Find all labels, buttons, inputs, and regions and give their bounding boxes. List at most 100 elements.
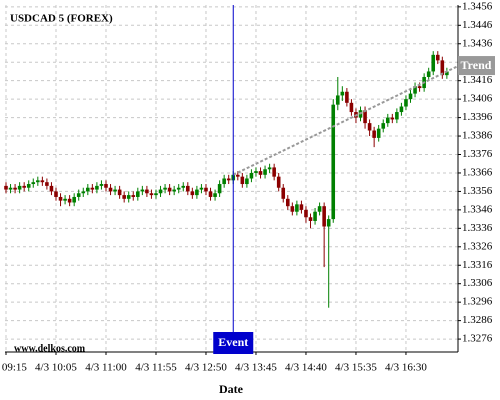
candle-body [13,187,17,190]
candle-body [4,185,8,190]
x-tick-label: 4/3 16:30 [385,362,427,374]
candle-body [317,206,322,212]
candle-body [331,104,336,220]
y-tick-label: 1.3356 [462,185,493,197]
candle-body [163,187,167,190]
candle-body [390,117,395,120]
candle-body [363,110,367,124]
candle-body [36,180,40,183]
candle-body [22,185,26,188]
candle-body [126,195,131,199]
candle-body [8,187,13,190]
y-tick-label: 1.3296 [462,296,493,308]
candle-body [435,54,440,61]
event-label: Event [218,335,248,349]
candle-body [226,178,231,181]
candle-body [81,191,86,194]
plot-area [4,5,459,352]
candle-body [249,172,254,179]
candle-body [345,91,349,103]
x-tick-label: 4/3 15:35 [335,362,377,374]
y-tick-label: 1.3436 [462,37,493,49]
candle-body [131,195,136,197]
x-tick-label: 4/3 10:05 [35,362,77,374]
candle-body [254,171,258,173]
candle-body [340,91,345,96]
candle-body [122,195,126,199]
candle-body [285,198,290,207]
candle-body [445,71,449,76]
trend-line [232,65,459,176]
candle-body [172,189,176,192]
candle-body [67,198,72,203]
y-tick-label: 1.3406 [462,93,493,105]
candle-body [190,191,195,196]
y-tick-label: 1.3396 [462,111,493,123]
candle-body [276,176,281,188]
y-tick-label: 1.3346 [462,203,493,215]
candle-body [31,182,36,185]
chart-title: USDCAD 5 (FOREX) [10,13,113,25]
candle-body [136,191,140,197]
candle-body [58,196,63,201]
candle-body [376,128,381,138]
trend-label: Trend [461,58,492,72]
x-tick-label: 4/3 13:45 [235,362,277,374]
candle-body [272,167,276,177]
x-tick-label: 4/3 12:50 [185,362,227,374]
candle-body [181,185,186,188]
x-tick-label: 4/3 14:40 [285,362,327,374]
y-tick-label: 1.3456 [462,0,493,12]
candle-body [281,187,286,199]
candle-body [426,71,431,77]
y-tick-label: 1.3286 [462,314,493,326]
candle-body [195,189,199,196]
candle-body [440,60,445,76]
candle-body [235,174,240,177]
candle-body [145,189,149,194]
candle-body [258,171,263,175]
candle-body [17,185,22,190]
candle-body [304,209,308,218]
y-tick-label: 1.3326 [462,240,493,252]
candle-body [431,54,436,72]
candle-body [240,176,245,185]
candle-body [72,196,76,203]
candle-body [208,191,213,197]
x-tick-label: 4/3 09:15 [0,362,27,374]
x-axis-title: Date [219,382,244,396]
candle-body [158,189,163,194]
candle-body [381,123,386,129]
candle-body [154,193,158,196]
y-tick-label: 1.3306 [462,277,493,289]
candle-body [217,184,222,194]
candle-body [140,189,145,192]
candle-body [399,106,404,113]
candle-body [385,117,390,124]
y-tick-label: 1.3446 [462,19,493,31]
candle-body [213,193,217,197]
candle-body [367,123,372,131]
candle-body [49,185,54,192]
candle-body [349,102,354,113]
candle-body [113,189,117,192]
x-tick-label: 4/3 11:00 [85,362,127,374]
y-tick-label: 1.3276 [462,333,493,345]
candle-body [26,184,31,188]
y-tick-label: 1.3416 [462,74,493,86]
candle-body [413,86,417,94]
candle-body [86,187,90,192]
y-tick-label: 1.3366 [462,166,493,178]
candle-body [299,204,304,210]
candle-body [295,204,299,212]
watermark: www.delkos.com [14,343,86,354]
candle-body [267,167,272,170]
candle-body [95,185,99,190]
candle-body [326,219,331,227]
candle-body [99,184,104,186]
candle-body [408,93,413,100]
candle-body [322,206,326,227]
candle-body [290,206,295,212]
candle-body [313,211,317,221]
candle-body [204,187,208,192]
